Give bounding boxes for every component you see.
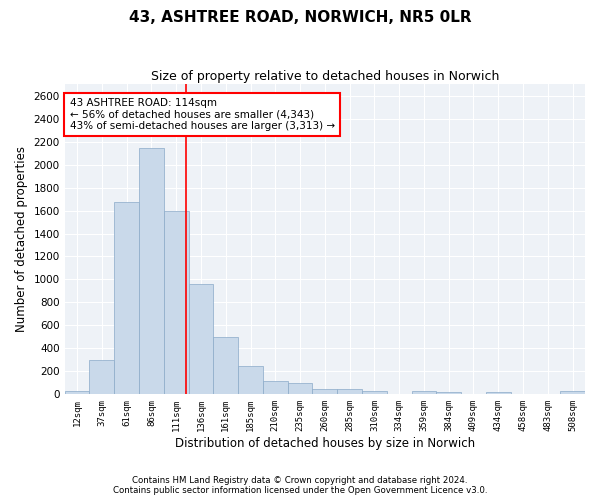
X-axis label: Distribution of detached houses by size in Norwich: Distribution of detached houses by size … <box>175 437 475 450</box>
Bar <box>188 284 214 395</box>
Text: Contains HM Land Registry data © Crown copyright and database right 2024.
Contai: Contains HM Land Registry data © Crown c… <box>113 476 487 495</box>
Bar <box>263 380 287 394</box>
Bar <box>412 391 436 394</box>
Bar <box>560 392 585 394</box>
Title: Size of property relative to detached houses in Norwich: Size of property relative to detached ho… <box>151 70 499 83</box>
Bar <box>436 392 461 394</box>
Bar <box>362 391 387 394</box>
Text: 43, ASHTREE ROAD, NORWICH, NR5 0LR: 43, ASHTREE ROAD, NORWICH, NR5 0LR <box>128 10 472 25</box>
Bar <box>65 392 89 394</box>
Y-axis label: Number of detached properties: Number of detached properties <box>15 146 28 332</box>
Bar <box>139 148 164 394</box>
Bar <box>287 383 313 394</box>
Bar <box>89 360 114 394</box>
Bar <box>114 202 139 394</box>
Text: 43 ASHTREE ROAD: 114sqm
← 56% of detached houses are smaller (4,343)
43% of semi: 43 ASHTREE ROAD: 114sqm ← 56% of detache… <box>70 98 335 131</box>
Bar <box>164 211 188 394</box>
Bar <box>486 392 511 394</box>
Bar <box>313 388 337 394</box>
Bar <box>337 388 362 394</box>
Bar <box>214 337 238 394</box>
Bar <box>238 366 263 394</box>
